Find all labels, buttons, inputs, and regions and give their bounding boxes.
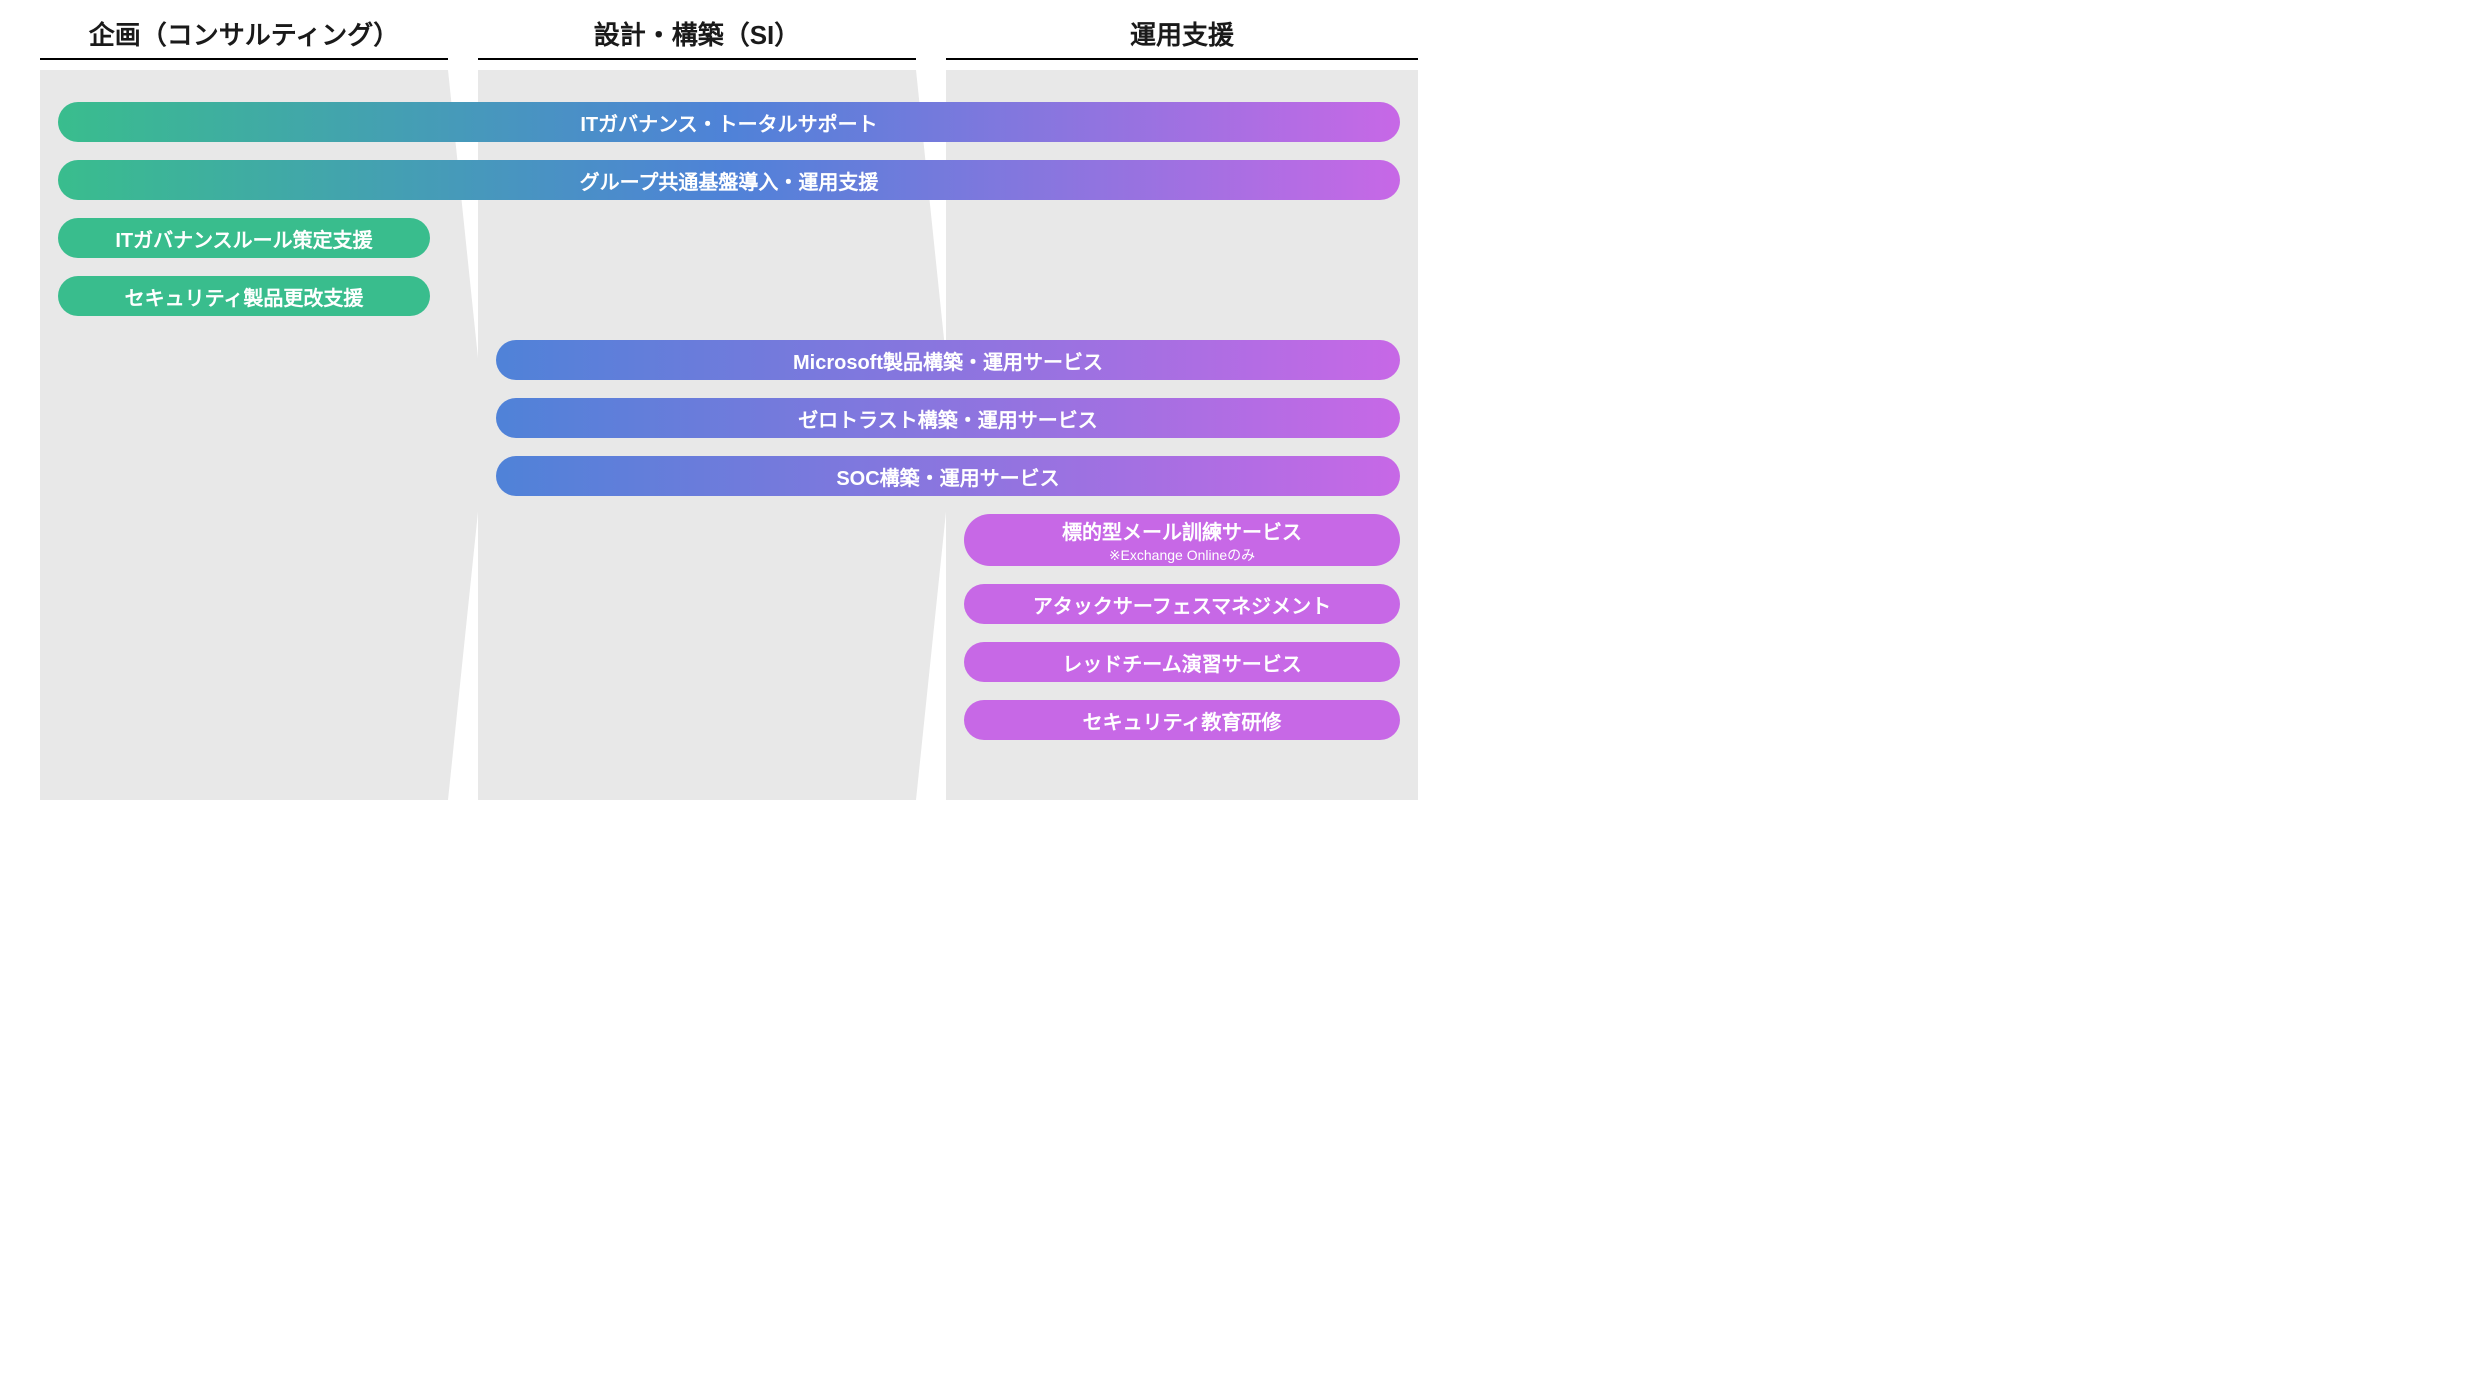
column-header-label: 企画（コンサルティング） xyxy=(89,15,399,52)
service-pill-p8: 標的型メール訓練サービス※Exchange Onlineのみ xyxy=(964,514,1400,566)
column-header-label: 設計・構築（SI） xyxy=(594,15,801,52)
service-pill-label: セキュリティ教育研修 xyxy=(1083,706,1282,735)
service-pill-p6: ゼロトラスト構築・運用サービス xyxy=(496,398,1400,438)
service-pill-label: ゼロトラスト構築・運用サービス xyxy=(798,404,1098,433)
service-pill-label: セキュリティ製品更改支援 xyxy=(125,282,364,311)
column-header-col-build: 設計・構築（SI） xyxy=(478,16,916,60)
service-pill-p7: SOC構築・運用サービス xyxy=(496,456,1400,496)
service-pill-label: 標的型メール訓練サービス xyxy=(1062,516,1302,545)
service-pill-p5: Microsoft製品構築・運用サービス xyxy=(496,340,1400,380)
service-pill-label: SOC構築・運用サービス xyxy=(836,462,1059,491)
service-pill-label: ITガバナンス・トータルサポート xyxy=(580,108,877,137)
service-pill-label: ITガバナンスルール策定支援 xyxy=(115,224,372,253)
service-pill-p3: ITガバナンスルール策定支援 xyxy=(58,218,430,258)
service-pill-p11: セキュリティ教育研修 xyxy=(964,700,1400,740)
service-pill-sublabel: ※Exchange Onlineのみ xyxy=(1109,545,1255,565)
service-pill-label: Microsoft製品構築・運用サービス xyxy=(793,346,1103,375)
service-pill-p1: ITガバナンス・トータルサポート xyxy=(58,102,1400,142)
service-pill-p9: アタックサーフェスマネジメント xyxy=(964,584,1400,624)
service-pill-p4: セキュリティ製品更改支援 xyxy=(58,276,430,316)
diagram-stage: 企画（コンサルティング） 設計・構築（SI） 運用支援 ITガバナンス・トータルサポー… xyxy=(0,0,1457,816)
service-pill-label: レッドチーム演習サービス xyxy=(1062,648,1301,677)
service-pill-label: アタックサーフェスマネジメント xyxy=(1033,590,1331,619)
column-header-col-plan: 企画（コンサルティング） xyxy=(40,16,448,60)
column-header-col-ops: 運用支援 xyxy=(946,16,1418,60)
service-pill-label: グループ共通基盤導入・運用支援 xyxy=(580,166,879,195)
service-pill-p10: レッドチーム演習サービス xyxy=(964,642,1400,682)
service-pill-p2: グループ共通基盤導入・運用支援 xyxy=(58,160,1400,200)
column-header-label: 運用支援 xyxy=(1130,15,1234,52)
